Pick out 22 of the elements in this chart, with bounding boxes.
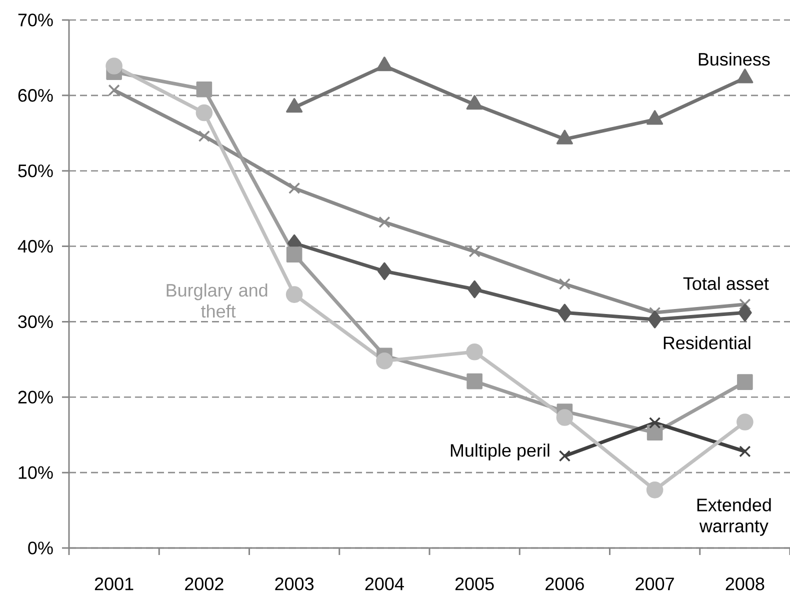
series-label: Business [698,52,770,66]
y-tick-label: 40% [18,240,53,253]
y-tick-label: 70% [18,14,53,26]
x-tick-label: 2002 [185,578,224,590]
x-tick-label: 2005 [455,578,494,590]
x-tick-label: 2004 [365,578,404,590]
y-tick-label: 10% [18,466,53,479]
series-label: Total asset [683,276,769,290]
series-label: Extended warranty [697,498,771,536]
series-label: Residential [664,336,750,350]
y-tick-label: 60% [18,89,53,102]
x-tick-label: 2006 [546,578,584,590]
y-tick-label: 0% [28,542,53,554]
x-tick-label: 2001 [94,578,134,590]
y-tick-label: 30% [18,315,53,328]
y-tick-label: 20% [18,390,53,404]
series-label: Burglary and theft [166,283,268,318]
x-tick-label: 2003 [275,578,314,590]
x-tick-label: 2008 [726,578,764,590]
x-tick-label: 2007 [636,578,674,590]
series-label: Multiple peril [450,444,550,460]
y-tick-label: 50% [18,164,53,178]
